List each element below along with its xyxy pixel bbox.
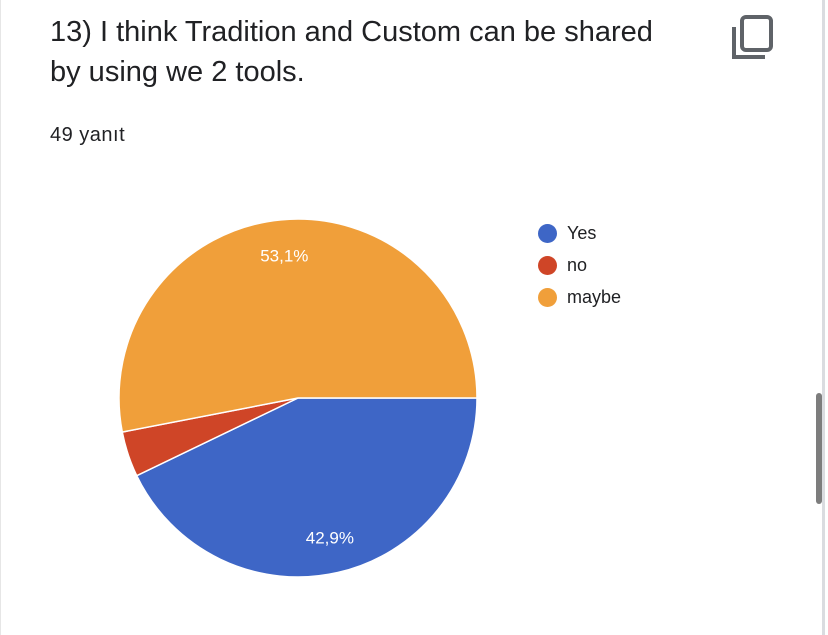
legend-swatch — [538, 287, 557, 307]
data-label: 42,9% — [306, 529, 354, 548]
legend-label: Yes — [567, 222, 597, 243]
legend-swatch — [538, 255, 557, 275]
legend-item-yes[interactable]: Yes — [538, 217, 621, 249]
scrollbar[interactable] — [816, 393, 822, 504]
legend: Yes no maybe — [538, 217, 621, 313]
pie-slice-maybe[interactable] — [118, 218, 478, 433]
legend-label: maybe — [567, 286, 622, 307]
legend-item-no[interactable]: no — [538, 249, 621, 281]
legend-item-maybe[interactable]: maybe — [538, 281, 621, 313]
pie-slice-yes[interactable] — [135, 397, 478, 578]
response-count: 49 yanıt — [50, 124, 126, 146]
copy-icon[interactable] — [732, 14, 776, 62]
data-label: 53,1% — [260, 246, 308, 265]
legend-swatch — [538, 223, 557, 243]
question-title: 13) I think Tradition and Custom can be … — [50, 16, 653, 88]
legend-label: no — [567, 254, 588, 275]
